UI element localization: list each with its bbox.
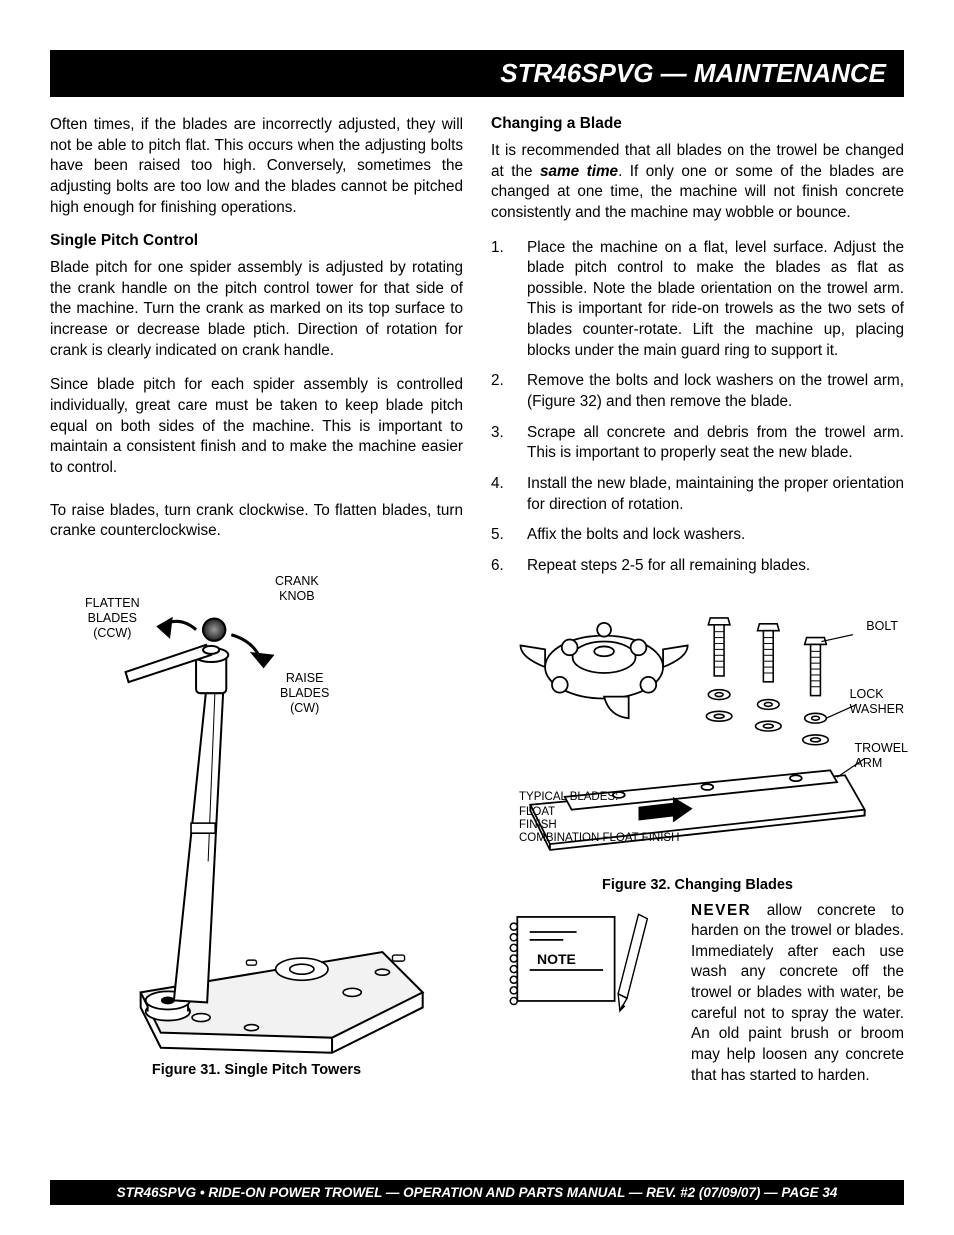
figure-32: BOLT LOCK WASHER TROWEL ARM TYPICAL BLAD… — [491, 591, 904, 871]
label-flatten: FLATTEN BLADES (CCW) — [85, 596, 140, 641]
never-word: NEVER — [691, 902, 751, 919]
heading-changing-blade: Changing a Blade — [491, 115, 904, 133]
step-2: Remove the bolts and lock washers on the… — [491, 371, 904, 412]
figure-32-caption: Figure 32. Changing Blades — [491, 877, 904, 893]
figure-31-caption: Figure 31. Single Pitch Towers — [50, 1062, 463, 1078]
same-time: same time — [540, 163, 618, 180]
note-body: allow concrete to harden on the trowel o… — [691, 902, 904, 1084]
heading-single-pitch: Single Pitch Control — [50, 232, 463, 250]
step-4: Install the new blade, maintaining the p… — [491, 474, 904, 515]
step-3: Scrape all concrete and debris from the … — [491, 423, 904, 464]
label-typical: TYPICAL BLADES: — [519, 791, 618, 805]
label-float: FLOAT — [519, 806, 555, 820]
step-6: Repeat steps 2-5 for all remaining blade… — [491, 556, 904, 577]
note-text: NEVER allow concrete to harden on the tr… — [691, 901, 904, 1087]
left-column: Often times, if the blades are incorrect… — [50, 115, 463, 1086]
label-bolt: BOLT — [866, 619, 898, 634]
right-column: Changing a Blade It is recommended that … — [491, 115, 904, 1086]
change-intro: It is recommended that all blades on the… — [491, 141, 904, 224]
header-bar: STR46SPVG — MAINTENANCE — [50, 50, 904, 97]
intro-para: Often times, if the blades are incorrect… — [50, 115, 463, 218]
para-sp2: Since blade pitch for each spider assemb… — [50, 375, 463, 478]
note-label: NOTE — [537, 951, 576, 967]
label-trowel-arm: TROWEL ARM — [855, 741, 908, 771]
label-lock-washer: LOCK WASHER — [850, 687, 904, 717]
step-5: Affix the bolts and lock washers. — [491, 525, 904, 546]
step-1: Place the machine on a flat, level surfa… — [491, 238, 904, 362]
label-finish: FINISH — [519, 819, 557, 833]
note-block: NOTE NEVER allow concrete to harden on t… — [491, 901, 904, 1087]
footer-text: STR46SPVG • RIDE-ON POWER TROWEL — OPERA… — [117, 1185, 838, 1200]
label-crank-knob: CRANK KNOB — [275, 574, 319, 604]
para-sp1: Blade pitch for one spider assembly is a… — [50, 258, 463, 361]
figure-31: FLATTEN BLADES (CCW) CRANK KNOB RAISE BL… — [50, 556, 463, 1056]
content: Often times, if the blades are incorrect… — [50, 115, 904, 1086]
label-raise: RAISE BLADES (CW) — [280, 671, 329, 716]
label-combo: COMBINATION FLOAT FINISH — [519, 832, 679, 846]
footer-bar: STR46SPVG • RIDE-ON POWER TROWEL — OPERA… — [50, 1180, 904, 1205]
steps-list: Place the machine on a flat, level surfa… — [491, 238, 904, 577]
notepad-icon: NOTE — [491, 901, 671, 1016]
para-sp3: To raise blades, turn crank clockwise. T… — [50, 501, 463, 542]
page-title: STR46SPVG — MAINTENANCE — [500, 58, 886, 88]
